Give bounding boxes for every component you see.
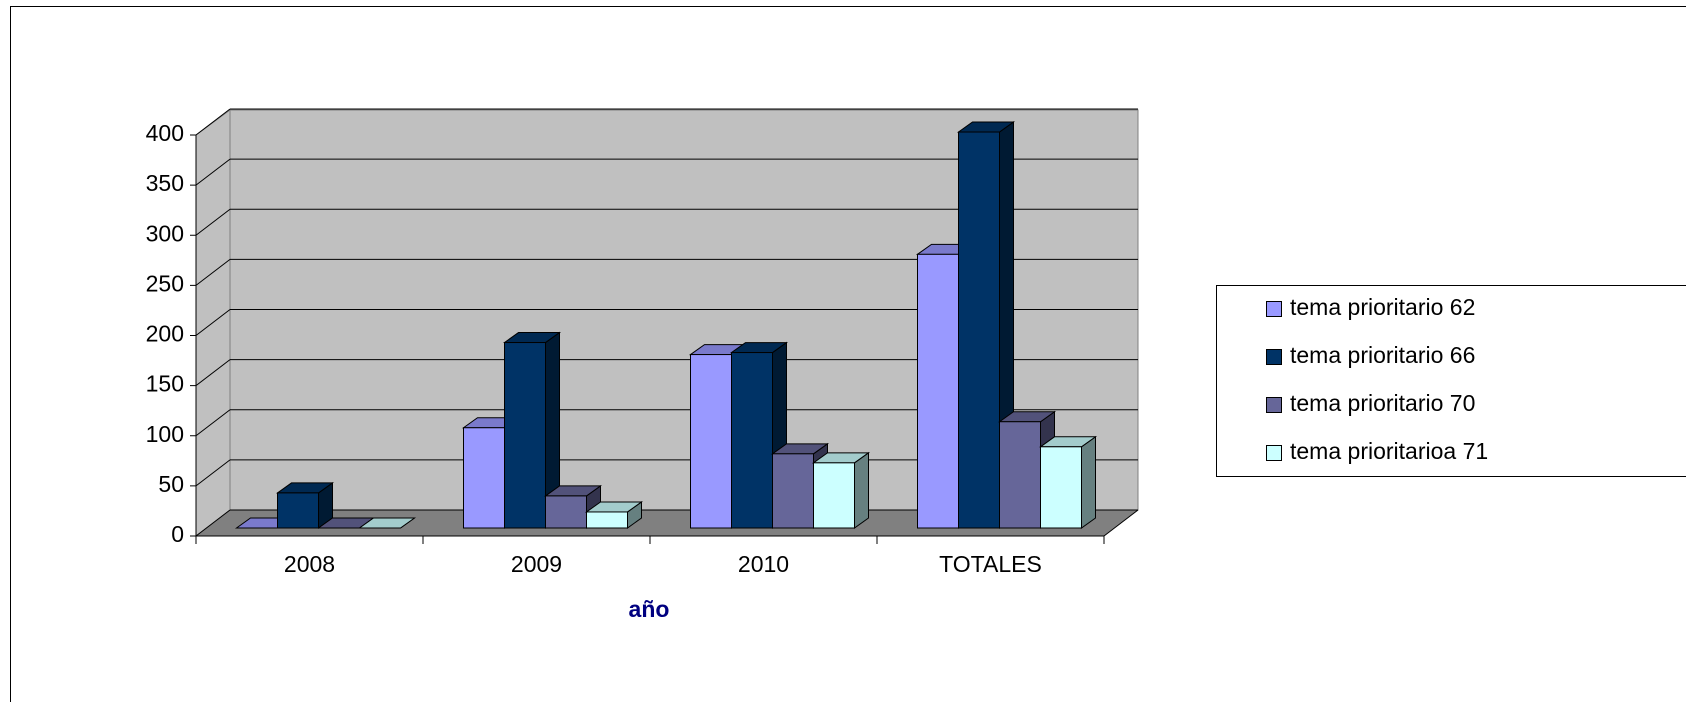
grid-line — [195, 309, 231, 336]
bar-side — [1081, 435, 1096, 529]
y-tick-label: 200 — [146, 321, 184, 347]
y-tick-label: 300 — [146, 220, 184, 246]
bar — [502, 331, 562, 529]
bar-front — [504, 342, 546, 529]
y-tick-label: 50 — [158, 471, 184, 497]
grid-line — [195, 459, 231, 487]
x-axis-title: año — [629, 596, 670, 622]
legend-label: tema prioritario 62 — [1290, 294, 1475, 320]
grid-line — [195, 158, 231, 186]
x-tick-label: 2008 — [284, 551, 335, 577]
grid-line — [195, 108, 231, 136]
bar — [1038, 435, 1098, 529]
legend-label: tema prioritarioa 71 — [1290, 438, 1488, 464]
y-tick-label: 350 — [146, 170, 184, 196]
bar-front — [772, 453, 814, 529]
legend-label: tema prioritario 66 — [1290, 342, 1475, 368]
bar-front — [545, 495, 587, 529]
bar-front — [731, 352, 773, 529]
bar-front — [917, 253, 959, 529]
bar — [584, 500, 644, 529]
bar-side — [854, 451, 869, 529]
bar — [275, 481, 335, 529]
x-tick-label: 2010 — [738, 551, 789, 577]
bar — [811, 451, 871, 529]
grid-line — [195, 258, 231, 286]
bar — [357, 517, 417, 529]
legend-swatch — [1266, 349, 1282, 365]
bar-front — [999, 421, 1041, 529]
y-tick-label: 400 — [146, 120, 184, 146]
legend-swatch — [1266, 445, 1282, 461]
floor-edge — [1103, 509, 1139, 537]
x-tick-label: 2009 — [511, 551, 562, 577]
bar-front — [586, 511, 628, 529]
legend-swatch — [1266, 301, 1282, 317]
floor — [196, 510, 1138, 536]
bar-front — [958, 131, 1000, 529]
y-tick-label: 250 — [146, 270, 184, 296]
grid-line — [195, 359, 231, 387]
x-tick-label: TOTALES — [939, 551, 1042, 577]
grid-line — [195, 208, 231, 236]
bar-top — [357, 517, 417, 529]
bar-front — [690, 354, 732, 529]
bar-front — [813, 462, 855, 529]
legend-box — [1216, 285, 1686, 477]
grid-line — [195, 409, 231, 437]
bar-front — [277, 492, 319, 529]
y-tick-label: 150 — [146, 371, 184, 397]
legend-label: tema prioritario 70 — [1290, 390, 1475, 416]
bar-front — [463, 427, 505, 529]
bar-front — [1040, 446, 1082, 529]
y-tick-label: 100 — [146, 421, 184, 447]
grid-line — [195, 509, 231, 537]
legend-swatch — [1266, 397, 1282, 413]
y-tick-label: 0 — [171, 521, 184, 547]
